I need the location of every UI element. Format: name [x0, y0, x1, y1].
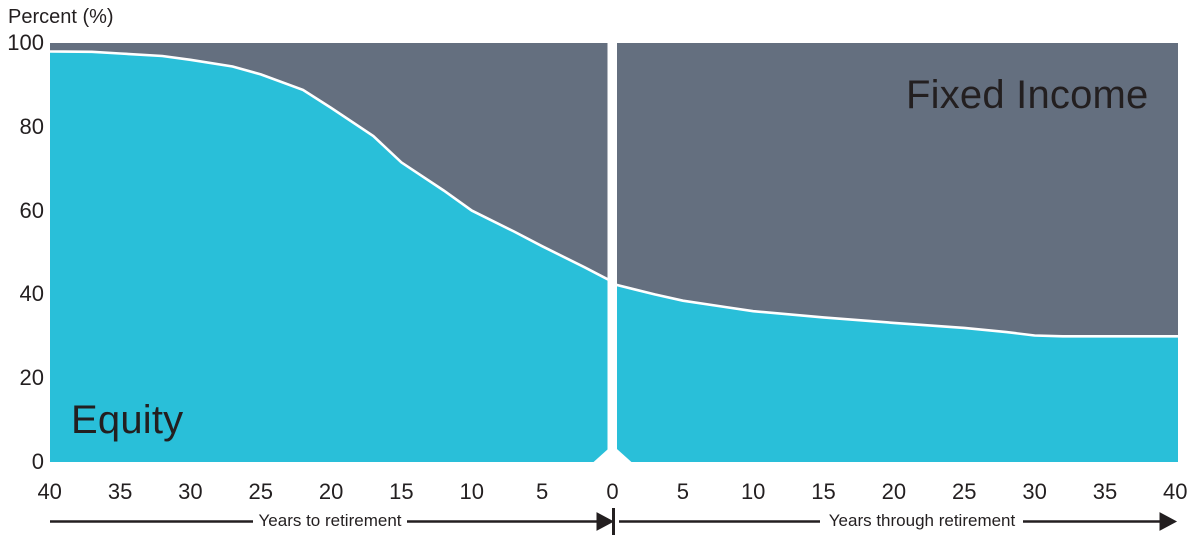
x-tick-label: 40 — [37, 479, 62, 504]
x-tick-label: 15 — [389, 479, 414, 504]
equity-area — [49, 51, 1179, 463]
y-tick-label: 100 — [7, 30, 44, 55]
y-tick-label: 20 — [19, 365, 44, 391]
x-tick-label: 0 — [606, 479, 619, 504]
fixed-income-area-label: Fixed Income — [906, 73, 1149, 117]
equity-area-label: Equity — [71, 398, 184, 442]
x-tick-label: 20 — [318, 479, 344, 504]
y-tick-label: 40 — [19, 281, 44, 307]
x-tick-label: 25 — [952, 479, 977, 504]
right-arrowhead-icon — [1159, 512, 1178, 531]
x-tick-label: 35 — [107, 479, 133, 504]
y-tick-label: 0 — [31, 449, 44, 474]
years-through-retirement-label: Years through retirement — [828, 511, 1016, 530]
glide-path-curve — [49, 50, 1178, 338]
timeline-axis — [50, 508, 1178, 535]
x-tick-label: 15 — [811, 479, 836, 504]
y-tick-label: 80 — [19, 113, 44, 139]
x-tick-label: 20 — [881, 479, 907, 504]
years-to-retirement-label: Years to retirement — [258, 511, 402, 530]
y-tick-label: 60 — [19, 197, 44, 223]
left-arrowhead-icon — [596, 512, 615, 531]
retirement-divider — [607, 43, 617, 463]
x-tick-label: 40 — [1163, 479, 1188, 504]
x-tick-label: 5 — [535, 479, 549, 504]
x-tick-label: 5 — [676, 479, 690, 504]
x-tick-label: 10 — [740, 479, 766, 504]
retirement-divider-notch — [593, 445, 632, 463]
x-tick-label: 30 — [178, 479, 203, 504]
x-tick-label: 30 — [1022, 479, 1047, 504]
y-axis-title: Percent (%) — [8, 6, 114, 28]
x-tick-label: 35 — [1092, 479, 1118, 504]
x-tick-label: 25 — [248, 479, 274, 504]
x-tick-label: 10 — [459, 479, 485, 504]
